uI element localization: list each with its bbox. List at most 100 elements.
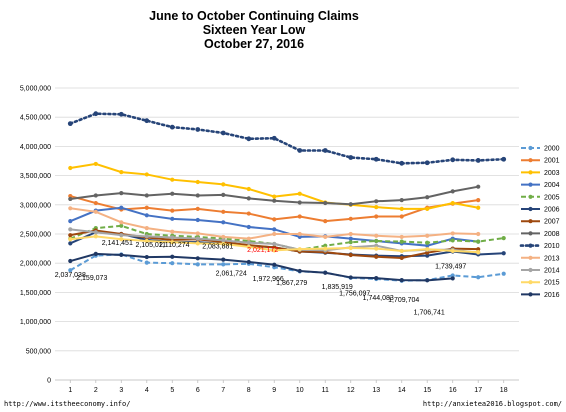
data-point-2013 — [68, 206, 73, 211]
x-tick-label: 9 — [272, 387, 276, 394]
data-point-2013 — [399, 234, 404, 240]
data-point-2001 — [272, 217, 277, 222]
data-point-2004 — [425, 243, 430, 248]
data-point-2013 — [119, 220, 124, 225]
data-point-2013 — [297, 231, 302, 237]
data-point-2001 — [323, 219, 328, 224]
legend-item-2006: 2006 — [521, 207, 560, 214]
data-point-2008 — [68, 196, 73, 202]
data-point-2015 — [221, 241, 226, 247]
data-point-2013 — [221, 234, 226, 240]
data-point-2013 — [450, 231, 455, 236]
data-point-2000 — [501, 271, 506, 276]
x-tick-label: 7 — [221, 387, 225, 394]
data-point-2016 — [450, 276, 455, 281]
data-point-2016 — [144, 254, 149, 260]
data-point-2007 — [476, 247, 481, 252]
data-point-2013 — [170, 229, 175, 234]
data-point-2016 — [246, 259, 251, 265]
data-point-2003 — [68, 165, 73, 171]
data-point-2004 — [272, 227, 277, 232]
x-tick-label: 10 — [296, 387, 304, 394]
legend-item-2015: 2015 — [521, 280, 560, 287]
data-point-2000 — [195, 262, 200, 267]
data-point-2004 — [144, 213, 149, 218]
data-point-2015 — [68, 237, 73, 242]
data-point-2003 — [246, 186, 251, 192]
data-point-2016 — [323, 270, 328, 275]
data-point-2010 — [475, 158, 481, 163]
data-point-2015 — [119, 237, 124, 242]
x-tick-label: 2 — [94, 387, 98, 394]
data-point-2007 — [374, 254, 379, 259]
data-point-2008 — [144, 193, 149, 198]
data-point-2005 — [348, 240, 353, 245]
data-point-2004 — [246, 224, 251, 230]
legend-label: 2001 — [544, 158, 560, 165]
data-point-2015 — [246, 244, 251, 249]
data-point-2015 — [450, 248, 455, 254]
data-point-2016 — [221, 257, 226, 262]
series-2008 — [68, 184, 481, 207]
data-point-2001 — [374, 214, 379, 219]
data-label: 2,021,172 — [247, 247, 278, 254]
data-point-2010 — [93, 111, 99, 117]
data-point-2010 — [118, 111, 124, 117]
data-point-2007 — [272, 245, 277, 250]
x-tick-label: 5 — [170, 387, 174, 394]
data-point-2015 — [170, 240, 175, 245]
data-label: 1,867,279 — [276, 280, 307, 287]
data-point-2001 — [476, 198, 481, 203]
legend-swatch-marker — [528, 219, 533, 224]
data-label: 1,709,704 — [388, 297, 419, 304]
x-axis: 1 2 3 4 5 6 7 8 9 10 11 12 13 14 15 16 17 18 — [55, 379, 519, 394]
data-point-2005 — [425, 240, 430, 245]
data-point-2016 — [93, 251, 98, 257]
data-point-2015 — [374, 246, 379, 251]
data-point-2014 — [93, 230, 98, 235]
legend-label: 2004 — [544, 182, 560, 189]
data-point-2013 — [323, 234, 328, 240]
data-point-2013 — [246, 236, 251, 241]
legend-item-2005: 2005 — [521, 194, 560, 201]
x-tick-label: 13 — [372, 387, 380, 394]
data-point-2016 — [119, 252, 124, 258]
data-point-2005 — [476, 239, 481, 244]
series-2001 — [68, 193, 481, 224]
data-point-2001 — [297, 214, 302, 219]
legend-swatch-marker — [528, 280, 533, 285]
data-point-2014 — [272, 241, 277, 247]
data-point-2010 — [450, 157, 456, 163]
x-tick-label: 3 — [119, 387, 123, 394]
data-point-2008 — [170, 191, 175, 196]
data-point-2001 — [93, 200, 98, 206]
data-point-2013 — [425, 233, 430, 238]
data-point-2008 — [93, 193, 98, 198]
legend-item-2004: 2004 — [521, 182, 560, 189]
legend-swatch-marker — [528, 182, 533, 187]
data-point-2016 — [399, 278, 404, 283]
data-point-2010 — [169, 124, 175, 130]
x-tick-label: 1 — [68, 387, 72, 394]
data-point-2005 — [501, 235, 506, 241]
data-point-2001 — [348, 216, 353, 221]
data-point-2016 — [68, 258, 73, 264]
data-point-2010 — [220, 130, 226, 136]
data-label: 1,756,097 — [339, 290, 370, 297]
series-2016 — [68, 251, 455, 283]
data-point-2003 — [272, 194, 277, 199]
data-point-2013 — [195, 231, 200, 236]
legend: 2000 2001 2003 2004 2005 2006 2007 2008 2010 2013… — [519, 146, 560, 299]
data-point-2007 — [348, 252, 353, 258]
data-point-2001 — [399, 214, 404, 219]
data-point-2007 — [425, 250, 430, 255]
legend-label: 2005 — [544, 194, 560, 201]
legend-swatch-marker — [528, 292, 533, 297]
legend-swatch-marker — [528, 255, 533, 260]
data-point-2001 — [68, 193, 73, 199]
data-point-2008 — [246, 196, 251, 201]
data-point-2010 — [373, 156, 379, 162]
y-tick-label: 3,000,000 — [20, 202, 51, 209]
data-point-2005 — [399, 239, 404, 244]
